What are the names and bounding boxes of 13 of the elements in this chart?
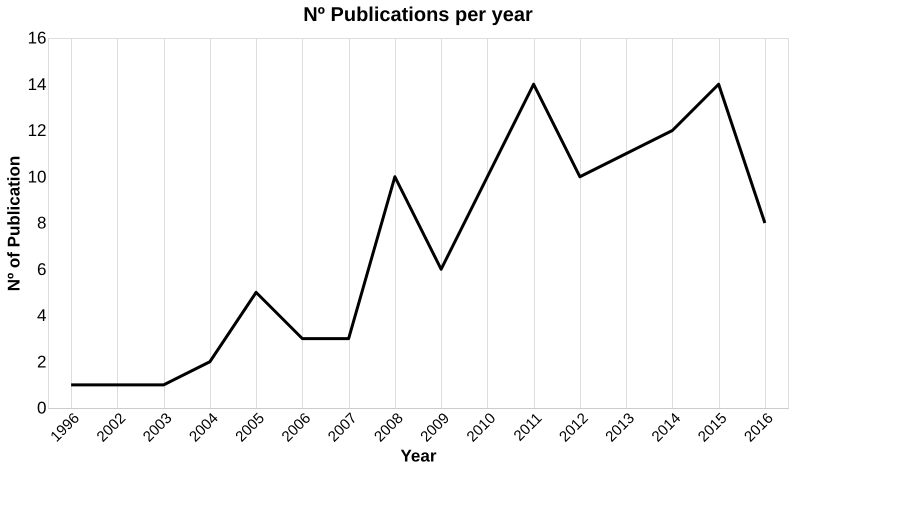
y-tick-label: 10 <box>28 167 46 186</box>
y-tick-label: 16 <box>28 28 46 48</box>
x-axis-title: Year <box>400 446 437 466</box>
line-series <box>70 82 766 386</box>
chart-title: Nº Publications per year <box>303 4 534 26</box>
y-tick-label: 4 <box>37 306 46 325</box>
y-tick-label: 2 <box>37 352 46 372</box>
y-tick-label: 8 <box>37 214 46 232</box>
y-tick-label: 0 <box>37 398 46 418</box>
y-axis-title: Nº of Publication <box>4 156 24 292</box>
y-tick-label: 6 <box>37 260 46 279</box>
y-tick-label: 12 <box>28 121 46 140</box>
y-tick-label: 14 <box>28 74 46 94</box>
